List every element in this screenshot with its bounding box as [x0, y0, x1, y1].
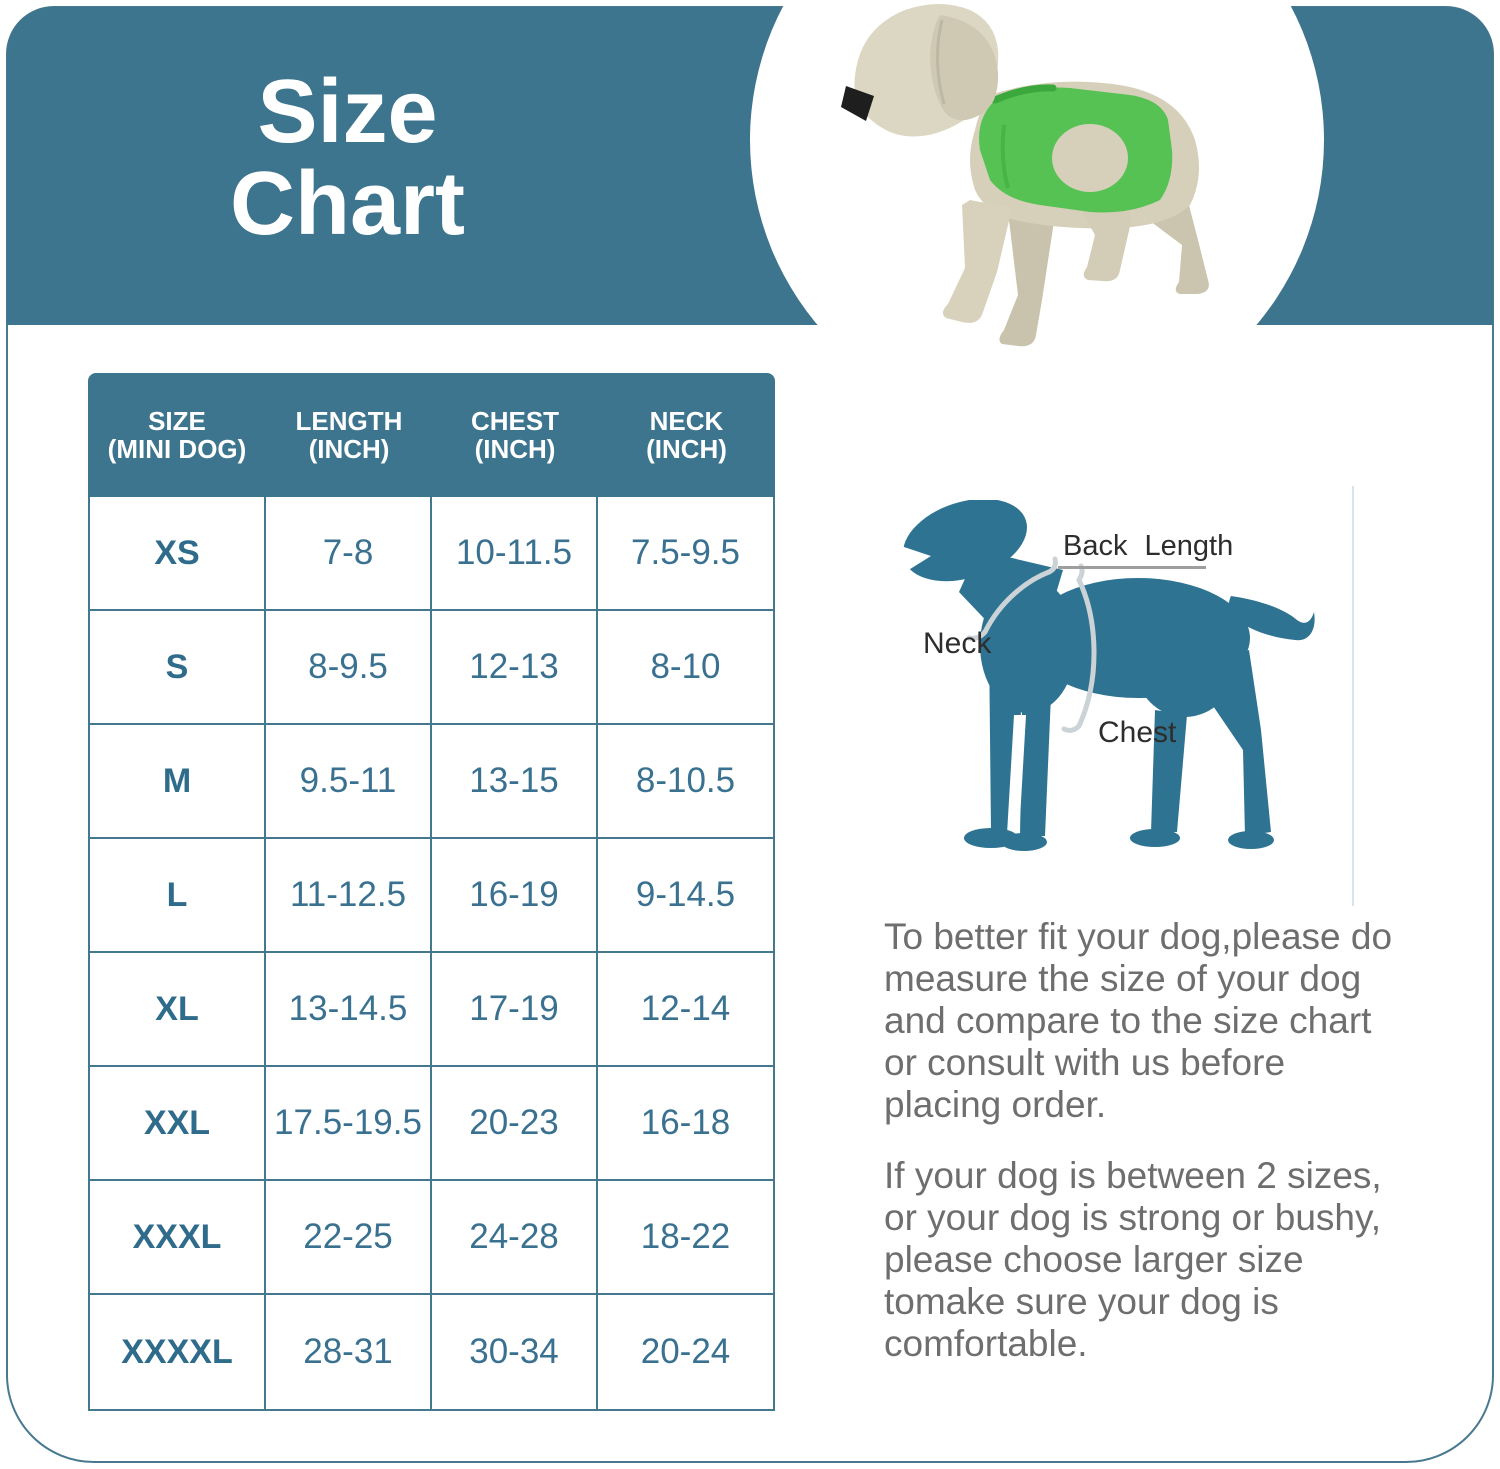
cell-length: 13-14.5	[266, 953, 432, 1065]
cell-length: 8-9.5	[266, 611, 432, 723]
dog-measurement-diagram	[895, 500, 1315, 851]
cell-neck: 12-14	[640, 989, 731, 1028]
cell-neck: 20-24	[640, 1332, 731, 1371]
cell-size: XXXXL	[90, 1295, 266, 1409]
fit-notes: To better fit your dog,please do measure…	[884, 916, 1464, 1365]
cell-size: S	[90, 611, 266, 723]
table-row: XS 7-8 10-11.5 7.5-9.5	[90, 497, 773, 611]
cell-neck: 9-14.5	[635, 875, 736, 914]
cell-neck: 8-10.5	[635, 761, 736, 800]
cell-size: XXXL	[90, 1181, 266, 1293]
back-length-line	[1058, 566, 1206, 569]
header-size: SIZE (MINI DOG)	[107, 406, 247, 464]
table-row: XL 13-14.5 17-19 12-14	[90, 953, 773, 1067]
cell-chest: 24-28	[432, 1181, 598, 1293]
cell-length: 11-12.5	[266, 839, 432, 951]
cell-length: 28-31	[266, 1295, 432, 1409]
cell-chest: 10-11.5	[432, 497, 598, 609]
neck-label: Neck	[923, 627, 992, 660]
header-length: LENGTH (INCH)	[295, 406, 403, 464]
size-table-header: SIZE (MINI DOG) LENGTH (INCH) CHEST (INC…	[88, 373, 775, 497]
cell-chest: 13-15	[432, 725, 598, 837]
cell-length: 17.5-19.5	[266, 1067, 432, 1179]
table-row: XXXXL 28-31 30-34 20-24	[90, 1295, 773, 1409]
table-row: XXXL 22-25 24-28 18-22	[90, 1181, 773, 1295]
cell-neck: 18-22	[640, 1217, 731, 1256]
cell-neck: 8-10	[650, 647, 721, 686]
cell-size: XL	[90, 953, 266, 1065]
cell-length: 9.5-11	[266, 725, 432, 837]
cell-length: 7-8	[266, 497, 432, 609]
cell-chest: 12-13	[432, 611, 598, 723]
dog-mannequin-photo	[841, 4, 1209, 347]
cell-size: M	[90, 725, 266, 837]
chest-label: Chest	[1098, 716, 1177, 749]
cell-neck: 16-18	[640, 1103, 731, 1142]
table-row: XXL 17.5-19.5 20-23 16-18	[90, 1067, 773, 1181]
table-row: S 8-9.5 12-13 8-10	[90, 611, 773, 725]
cell-chest: 30-34	[432, 1295, 598, 1409]
cell-size: XS	[90, 497, 266, 609]
fit-note-paragraph-2: If your dog is between 2 sizes, or your …	[884, 1155, 1382, 1364]
diagram-image-edge	[1352, 486, 1354, 906]
size-table-body: XS 7-8 10-11.5 7.5-9.5 S 8-9.5 12-13 8-1…	[88, 497, 775, 1411]
table-row: L 11-12.5 16-19 9-14.5	[90, 839, 773, 953]
page-title: Size Chart	[229, 62, 466, 254]
cell-chest: 16-19	[432, 839, 598, 951]
size-table: SIZE (MINI DOG) LENGTH (INCH) CHEST (INC…	[88, 373, 775, 1411]
cell-length: 22-25	[266, 1181, 432, 1293]
cell-chest: 20-23	[432, 1067, 598, 1179]
header-neck: NECK (INCH)	[646, 406, 727, 464]
cell-chest: 17-19	[432, 953, 598, 1065]
header-chest: CHEST (INCH)	[470, 406, 560, 464]
table-row: M 9.5-11 13-15 8-10.5	[90, 725, 773, 839]
cell-size: L	[90, 839, 266, 951]
cell-size: XXL	[90, 1067, 266, 1179]
back-length-label: Back Length	[1063, 530, 1234, 562]
fit-note-paragraph-1: To better fit your dog,please do measure…	[884, 916, 1393, 1125]
cell-neck: 7.5-9.5	[631, 533, 740, 572]
